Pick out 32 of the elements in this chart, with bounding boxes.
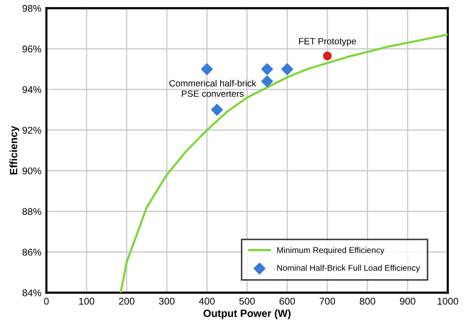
- point: [201, 63, 213, 76]
- point: [322, 52, 332, 60]
- point: [281, 63, 294, 76]
- line-series: [120, 34, 448, 293]
- point: [261, 63, 274, 76]
- x-tick-label: 200: [119, 298, 134, 305]
- y-tick-label: 90%: [22, 167, 42, 174]
- x-tick-label: 800: [360, 298, 376, 305]
- y-tick-label: 92%: [22, 126, 42, 134]
- y-tick-label: 98%: [22, 4, 42, 12]
- legend-label: Nominal Half-Brick Full Load Efficiency: [277, 264, 420, 272]
- y-tick-label: 88%: [22, 208, 42, 215]
- point: [211, 104, 223, 116]
- x-tick-label: 1000: [438, 298, 458, 305]
- y-tick-label: 94%: [22, 86, 42, 94]
- x-tick-label: 600: [280, 298, 295, 305]
- x-axis-title: Output Power (W): [204, 309, 291, 320]
- y-tick-label: 86%: [22, 248, 42, 256]
- annotation: FET Prototype: [299, 38, 356, 46]
- point: [261, 75, 274, 88]
- x-tick-label: 300: [159, 298, 175, 305]
- x-tick-label: 0: [44, 298, 49, 305]
- x-tick-label: 500: [239, 298, 255, 305]
- annotation: Commerical half-brick PSE converters: [169, 80, 256, 97]
- legend-label: Minimum Required Efficiency: [277, 246, 384, 255]
- y-tick-label: 96%: [22, 46, 42, 52]
- x-tick-label: 400: [199, 298, 215, 305]
- y-tick-label: 84%: [22, 289, 42, 296]
- x-tick-label: 700: [320, 298, 336, 305]
- x-tick-label: 900: [400, 298, 416, 305]
- y-axis-title: Efficiency: [10, 126, 20, 174]
- x-tick-label: 100: [79, 298, 94, 305]
